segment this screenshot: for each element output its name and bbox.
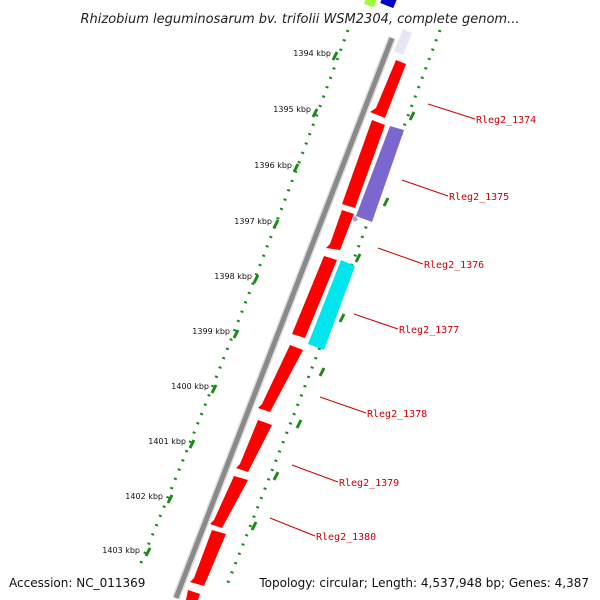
gene-label: Rleg2_1377 <box>399 325 459 336</box>
cds-arrow <box>258 345 303 412</box>
cds-arrow <box>370 60 406 118</box>
kbp-label: 1398 kbp <box>214 272 252 281</box>
inner-tick-marks <box>250 111 416 531</box>
gene-label: Rleg2_1379 <box>339 478 399 489</box>
inner-dotted-ring <box>223 29 442 591</box>
kbp-label: 1402 kbp <box>125 492 163 501</box>
backbone-ring <box>173 37 395 599</box>
kbp-label: 1394 kbp <box>293 49 331 58</box>
topology-text: Topology: circular; Length: 4,537,948 bp… <box>258 576 589 590</box>
gene-labels: Rleg2_1374 Rleg2_1375 Rleg2_1376 Rleg2_1… <box>316 115 536 543</box>
kbp-label: 1397 kbp <box>234 217 272 226</box>
outer-tick-marks <box>144 51 339 557</box>
gene-label: Rleg2_1375 <box>449 192 509 203</box>
kbp-label: 1399 kbp <box>192 327 230 336</box>
gene-label: Rleg2_1376 <box>424 260 484 271</box>
gene-label: Rleg2_1378 <box>367 409 427 420</box>
top-light-feature <box>393 29 413 55</box>
kbp-label: 1395 kbp <box>273 105 311 114</box>
cds-arrow <box>186 590 200 600</box>
kbp-label: 1403 kbp <box>102 546 140 555</box>
cds-arrow <box>210 476 248 528</box>
outer-dotted-ring <box>136 29 350 571</box>
cds-arrow <box>190 530 226 586</box>
gene-label: Rleg2_1380 <box>316 532 376 543</box>
cds-features <box>186 60 406 600</box>
kbp-label: 1401 kbp <box>148 437 186 446</box>
kbp-label: 1396 kbp <box>254 161 292 170</box>
cyan-feature <box>308 260 355 350</box>
cds-arrow <box>326 210 354 250</box>
label-connectors <box>269 103 476 537</box>
gene-label: Rleg2_1374 <box>476 115 536 126</box>
accession-text: Accession: NC_011369 <box>9 576 145 590</box>
cds-arrow <box>236 420 272 472</box>
top-blue-feature <box>380 0 399 9</box>
kbp-labels: 1394 kbp 1395 kbp 1396 kbp 1397 kbp 1398… <box>102 49 331 555</box>
purple-feature <box>356 126 404 222</box>
kbp-label: 1400 kbp <box>171 382 209 391</box>
top-green-feature <box>364 0 379 8</box>
cds-arrow <box>292 256 337 338</box>
cds-arrow <box>342 120 385 208</box>
map-title: Rhizobium leguminosarum bv. trifolii WSM… <box>81 12 520 27</box>
